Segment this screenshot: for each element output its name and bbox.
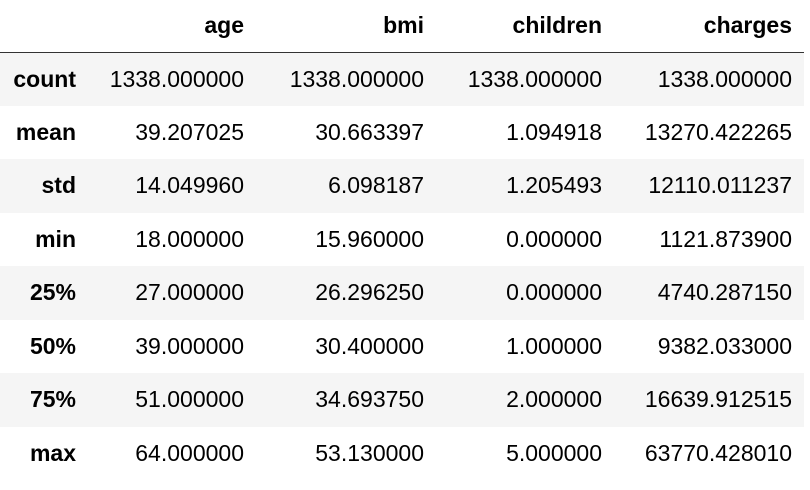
table-cell: 16639.912515: [644, 386, 792, 413]
table-cell: 26.296250: [315, 279, 424, 306]
table-cell: 18.000000: [135, 225, 244, 252]
table-row: min 18.000000 15.960000 0.000000 1121.87…: [0, 213, 804, 267]
row-label: 25%: [29, 279, 76, 306]
table-row: mean 39.207025 30.663397 1.094918 13270.…: [0, 106, 804, 160]
row-label: count: [13, 65, 76, 92]
table-cell: 27.000000: [135, 279, 244, 306]
table-cell: 14.049960: [135, 172, 244, 199]
table-cell: 9382.033000: [657, 332, 792, 359]
table-cell: 1338.000000: [109, 65, 244, 92]
table-cell: 1338.000000: [657, 65, 792, 92]
table-cell: 51.000000: [135, 386, 244, 413]
row-label: std: [41, 172, 77, 199]
table-row: std 14.049960 6.098187 1.205493 12110.01…: [0, 159, 804, 213]
table-row: max 64.000000 53.130000 5.000000 63770.4…: [0, 427, 804, 481]
table-cell: 5.000000: [506, 439, 602, 466]
table-cell: 64.000000: [135, 439, 244, 466]
table-cell: 39.000000: [135, 332, 244, 359]
row-label: mean: [15, 118, 76, 145]
index-header-cell: [0, 0, 88, 53]
table-cell: 39.207025: [135, 118, 244, 145]
table-cell: 34.693750: [315, 386, 424, 413]
row-label: 50%: [29, 332, 76, 359]
table-cell: 12110.011237: [648, 172, 792, 199]
column-header-bmi: bmi: [256, 0, 436, 53]
table-body: count 1338.000000 1338.000000 1338.00000…: [0, 52, 804, 480]
row-label: max: [29, 439, 76, 466]
table-cell: 53.130000: [315, 439, 424, 466]
column-header-charges: charges: [614, 0, 804, 53]
table-cell: 1.000000: [506, 332, 602, 359]
row-label: min: [35, 225, 76, 252]
table-cell: 13270.422265: [644, 118, 792, 145]
column-header-children: children: [436, 0, 614, 53]
table-cell: 6.098187: [328, 172, 424, 199]
table-cell: 4740.287150: [657, 279, 792, 306]
table-cell: 1.205493: [506, 172, 602, 199]
table-cell: 63770.428010: [644, 439, 792, 466]
column-header-age: age: [88, 0, 256, 53]
table-cell: 1338.000000: [289, 65, 424, 92]
table-row: count 1338.000000 1338.000000 1338.00000…: [0, 52, 804, 106]
table-row: 25% 27.000000 26.296250 0.000000 4740.28…: [0, 266, 804, 320]
table-row: 50% 39.000000 30.400000 1.000000 9382.03…: [0, 320, 804, 374]
table-cell: 1.094918: [506, 118, 602, 145]
table-cell: 0.000000: [506, 225, 602, 252]
table-cell: 1121.873900: [659, 225, 792, 252]
table-row: 75% 51.000000 34.693750 2.000000 16639.9…: [0, 373, 804, 427]
table-cell: 30.663397: [315, 118, 424, 145]
table-cell: 2.000000: [506, 386, 602, 413]
table-cell: 15.960000: [315, 225, 424, 252]
table-header: age bmi children charges: [0, 0, 804, 53]
table-cell: 30.400000: [315, 332, 424, 359]
row-label: 75%: [29, 386, 76, 413]
header-row: age bmi children charges: [0, 0, 804, 53]
table-cell: 0.000000: [506, 279, 602, 306]
describe-table: age bmi children charges count 1338.0000…: [0, 0, 804, 480]
table-cell: 1338.000000: [467, 65, 602, 92]
